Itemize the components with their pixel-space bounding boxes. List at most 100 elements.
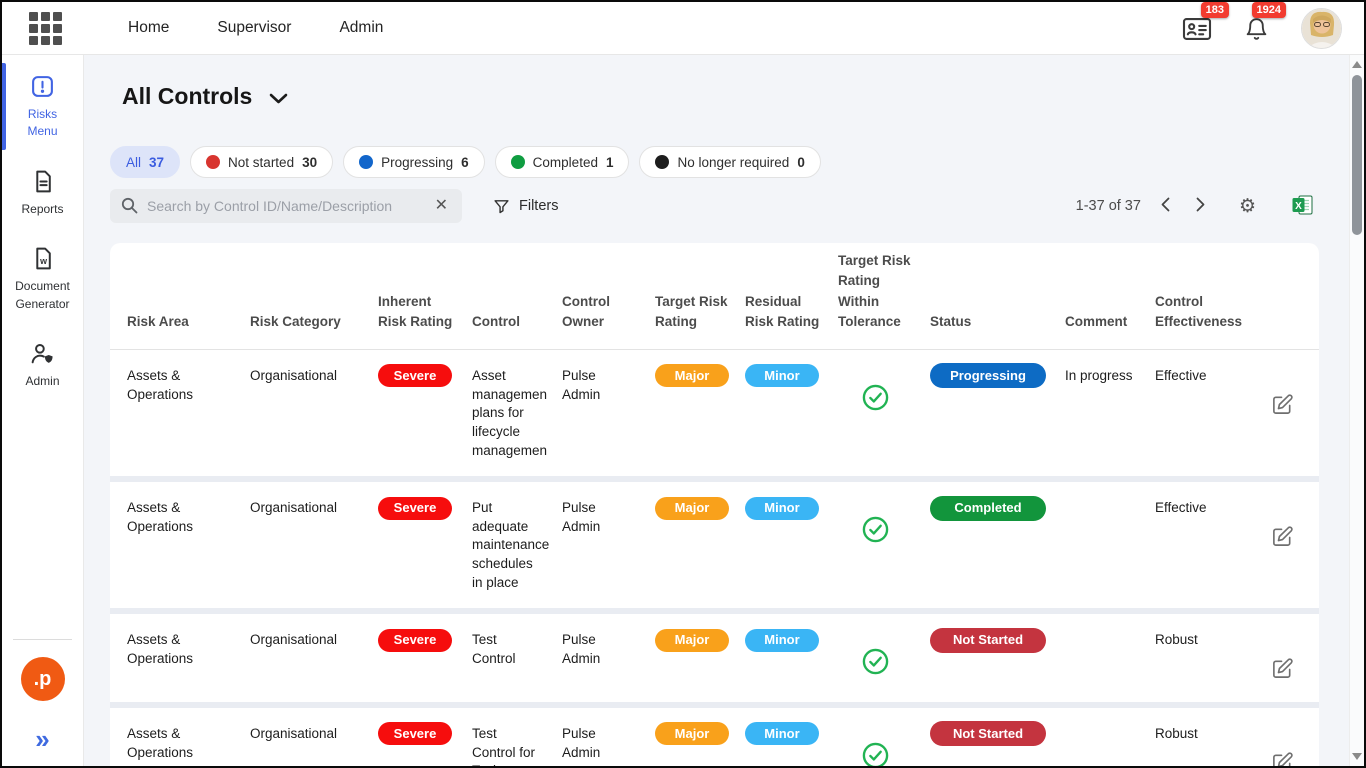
- edit-button[interactable]: [1271, 510, 1294, 551]
- nav-admin[interactable]: Admin: [339, 19, 384, 36]
- inherent-rating-badge: Severe: [378, 722, 452, 746]
- col-header-residual-risk-rating: Residual Risk Rating: [745, 293, 820, 329]
- sidebar-expand-chevrons[interactable]: »: [35, 724, 50, 755]
- within-tolerance-check-icon: [862, 365, 889, 416]
- topbar-actions: 183 1924: [1182, 2, 1342, 49]
- edit-pencil-icon: [1273, 526, 1293, 547]
- cell-comment: [1065, 708, 1155, 741]
- vertical-scrollbar[interactable]: [1349, 55, 1364, 766]
- prev-page-button[interactable]: [1155, 195, 1176, 217]
- filters-button[interactable]: Filters: [493, 198, 558, 215]
- nav-supervisor[interactable]: Supervisor: [217, 19, 292, 36]
- export-excel-icon[interactable]: X: [1286, 194, 1319, 219]
- cell-control: Put adequate maintenance schedules in pl…: [472, 500, 550, 590]
- cell-risk-category: Organisational: [250, 500, 338, 516]
- cell-control: Asset managemen plans for lifecycle mana…: [472, 368, 548, 458]
- chip-all[interactable]: All 37: [110, 146, 181, 178]
- progressing-dot-icon: [359, 155, 374, 169]
- cell-effectiveness: Robust: [1155, 725, 1198, 741]
- main-content: All Controls All 37 Not started 30 Prog: [84, 55, 1349, 766]
- notifications-button[interactable]: 1924: [1244, 2, 1286, 42]
- edit-button[interactable]: [1271, 642, 1294, 683]
- table-row[interactable]: Assets & Operations Organisational Sever…: [110, 614, 1319, 702]
- title-chevron-down-icon[interactable]: [269, 93, 288, 104]
- contacts-badge: 183: [1200, 2, 1229, 18]
- col-header-risk-area: Risk Area: [127, 313, 189, 329]
- residual-rating-badge: Minor: [745, 628, 819, 652]
- col-header-inherent-risk-rating: Inherent Risk Rating: [378, 293, 453, 329]
- col-header-risk-category: Risk Category: [250, 313, 341, 329]
- settings-gear-icon[interactable]: ⚙: [1233, 194, 1262, 218]
- col-header-control-owner: Control Owner: [562, 293, 610, 329]
- col-header-actions: [1265, 332, 1319, 349]
- user-avatar[interactable]: [1301, 7, 1342, 49]
- col-header-status: Status: [930, 313, 972, 329]
- chip-label: Completed: [532, 154, 598, 170]
- chevron-right-icon: [1196, 197, 1205, 212]
- inherent-rating-badge: Severe: [378, 628, 452, 652]
- edit-button[interactable]: [1271, 378, 1294, 419]
- sidebar: Risks Menu Reports w Document Generator: [2, 55, 84, 766]
- within-tolerance-check-icon: [862, 723, 889, 766]
- sidebar-item-admin[interactable]: Admin: [2, 326, 83, 403]
- contacts-button[interactable]: 183: [1182, 2, 1229, 42]
- edit-button[interactable]: [1271, 736, 1294, 766]
- table-row[interactable]: Assets & Operations Organisational Sever…: [110, 482, 1319, 609]
- target-rating-badge: Major: [655, 496, 729, 520]
- status-badge: Not Started: [930, 627, 1046, 653]
- inherent-rating-badge: Severe: [378, 364, 452, 388]
- chip-count: 30: [302, 154, 318, 170]
- no-longer-required-dot-icon: [655, 155, 670, 169]
- status-filter-chips: All 37 Not started 30 Progressing 6 Comp…: [110, 146, 1349, 178]
- cell-risk-category: Organisational: [250, 368, 338, 383]
- svg-text:w: w: [39, 256, 47, 266]
- inherent-rating-badge: Severe: [378, 496, 452, 520]
- cell-risk-category: Organisational: [250, 632, 338, 648]
- status-badge: Progressing: [930, 363, 1046, 389]
- target-rating-badge: Major: [655, 722, 729, 746]
- scroll-down-button[interactable]: [1352, 753, 1362, 760]
- scroll-up-button[interactable]: [1352, 61, 1362, 68]
- chip-no-longer-required[interactable]: No longer required 0: [639, 146, 821, 178]
- col-header-within-tolerance: Target Risk Rating Within Tolerance: [838, 253, 911, 329]
- next-page-button[interactable]: [1190, 195, 1211, 217]
- cell-control-owner: Pulse Admin: [562, 500, 601, 534]
- table-header-row: Risk Area Risk Category Inherent Risk Ra…: [110, 243, 1319, 350]
- apps-grid-icon[interactable]: [29, 11, 62, 45]
- search-clear-icon[interactable]: ✕: [429, 194, 454, 216]
- cell-risk-category: Organisational: [250, 725, 338, 741]
- chip-completed[interactable]: Completed 1: [494, 146, 630, 178]
- col-header-comment: Comment: [1065, 313, 1128, 329]
- sidebar-item-reports[interactable]: Reports: [2, 154, 83, 231]
- residual-rating-badge: Minor: [745, 496, 819, 520]
- chip-label: Not started: [228, 154, 295, 170]
- svg-text:X: X: [1295, 201, 1302, 212]
- table-row[interactable]: Assets & Operations Organisational Sever…: [110, 707, 1319, 766]
- top-bar: Home Supervisor Admin 183 1924: [2, 2, 1364, 55]
- chip-progressing[interactable]: Progressing 6: [343, 146, 485, 178]
- sidebar-item-risks-menu[interactable]: Risks Menu: [2, 59, 83, 154]
- cell-comment: In progress: [1065, 368, 1133, 383]
- admin-user-shield-icon: [31, 343, 53, 364]
- risk-alert-icon: [32, 76, 53, 97]
- not-started-dot-icon: [206, 155, 221, 169]
- cell-risk-area: Assets & Operations: [127, 632, 194, 666]
- scrollbar-thumb[interactable]: [1352, 75, 1362, 235]
- chip-not-started[interactable]: Not started 30: [190, 146, 334, 178]
- avatar-image: [1302, 8, 1341, 48]
- cell-comment: [1065, 614, 1155, 647]
- table-row[interactable]: Assets & Operations Organisational Sever…: [110, 350, 1319, 477]
- cell-control-owner: Pulse Admin: [562, 368, 601, 402]
- target-rating-badge: Major: [655, 364, 729, 388]
- search-input[interactable]: [110, 189, 462, 223]
- cell-control-owner: Pulse Admin: [562, 725, 601, 760]
- cell-risk-area: Assets & Operations: [127, 500, 194, 534]
- chip-count: 37: [149, 154, 165, 170]
- target-rating-badge: Major: [655, 628, 729, 652]
- cell-effectiveness: Robust: [1155, 632, 1198, 648]
- sidebar-item-document-generator[interactable]: w Document Generator: [2, 231, 83, 326]
- cell-control: Test Control for Tasks: [472, 725, 536, 766]
- nav-home[interactable]: Home: [128, 19, 170, 36]
- chip-count: 1: [605, 154, 614, 170]
- status-badge: Not Started: [930, 721, 1046, 747]
